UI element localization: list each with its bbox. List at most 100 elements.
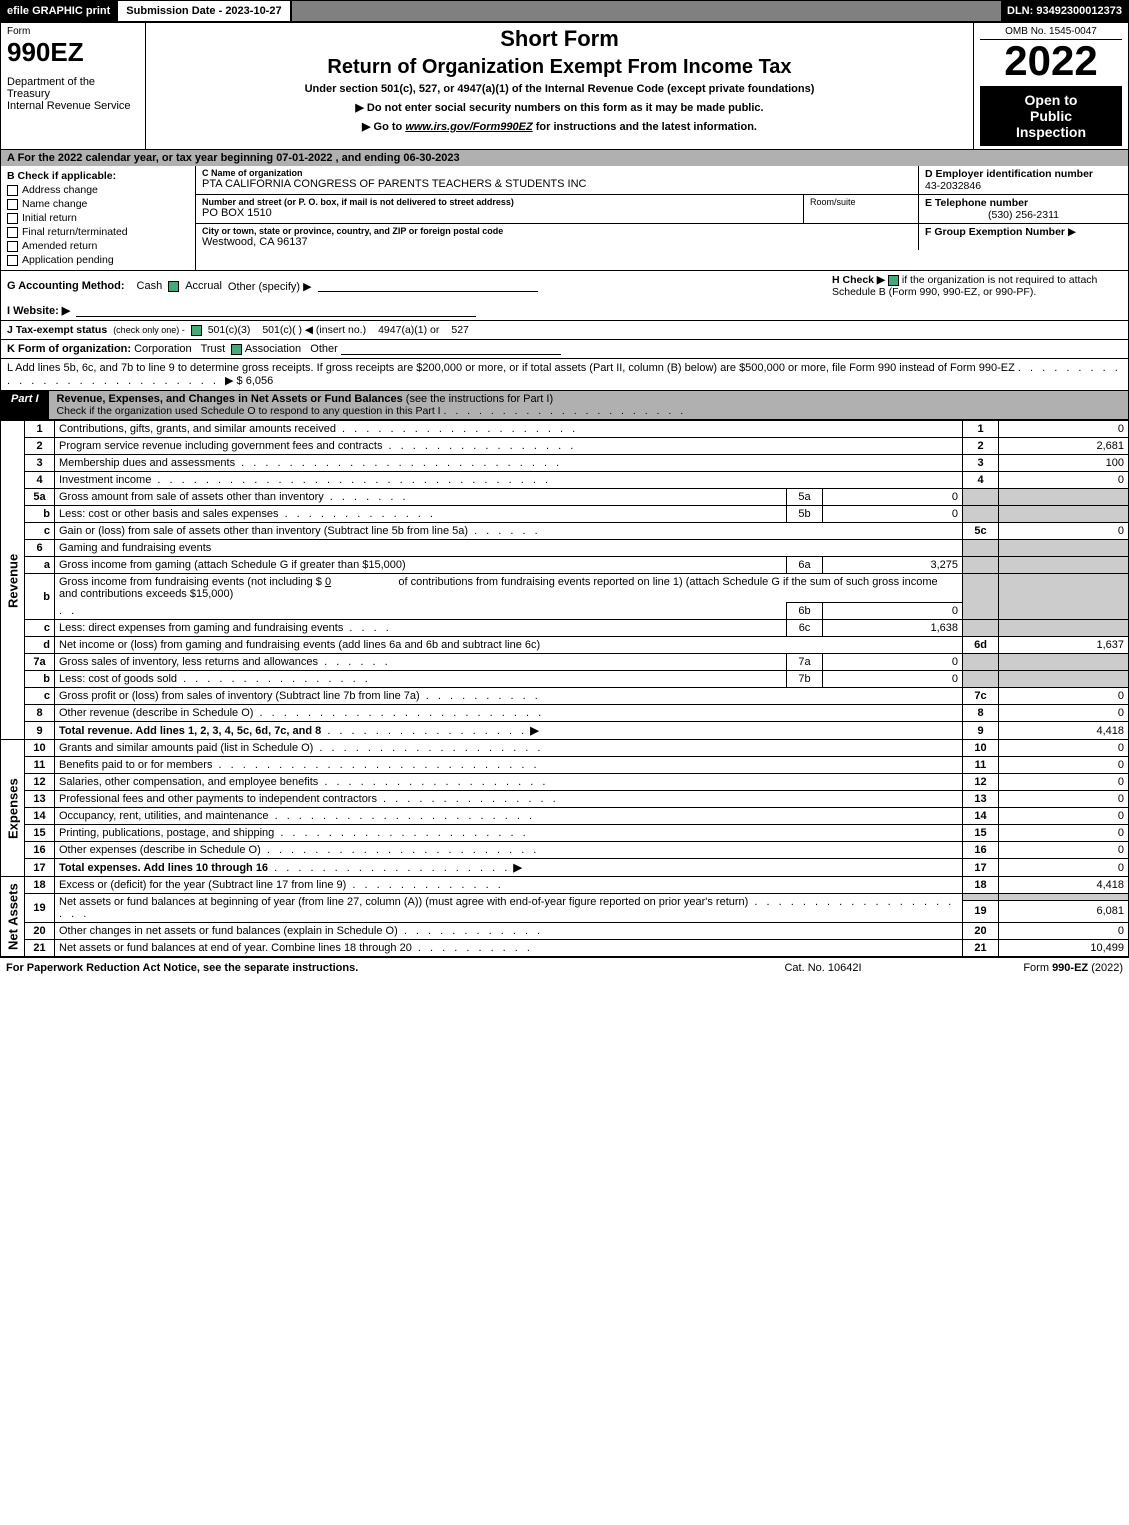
line-ref: 2 [963, 438, 999, 455]
cb-initial-return[interactable]: Initial return [7, 212, 189, 224]
part1-lines-table: Revenue 1 Contributions, gifts, grants, … [0, 420, 1129, 957]
sub-ref: 7a [787, 654, 823, 671]
open1: Open to [984, 92, 1118, 108]
line-ref: 11 [963, 757, 999, 774]
k-other-fill[interactable] [341, 343, 561, 355]
g-label: G Accounting Method: [7, 280, 125, 292]
line-desc: Less: cost or other basis and sales expe… [59, 508, 279, 520]
line-num: 21 [25, 940, 55, 957]
sub-value: 0 [823, 654, 963, 671]
k-other: Other [310, 343, 338, 355]
page-footer: For Paperwork Reduction Act Notice, see … [0, 957, 1129, 978]
line-num: d [25, 637, 55, 654]
dots: . . . . . . . . . . . . . . . . . . . . … [444, 405, 687, 417]
line-num: 11 [25, 757, 55, 774]
checkbox-icon [7, 199, 18, 210]
line-desc: Program service revenue including govern… [59, 440, 382, 452]
line-value: 0 [999, 472, 1129, 489]
line-desc: Gross income from gaming (attach Schedul… [55, 557, 787, 574]
cb-amended-return[interactable]: Amended return [7, 240, 189, 252]
cb-name-change[interactable]: Name change [7, 198, 189, 210]
table-row: 13 Professional fees and other payments … [1, 791, 1129, 808]
efile-label[interactable]: efile GRAPHIC print [1, 1, 116, 21]
table-row: 12 Salaries, other compensation, and emp… [1, 774, 1129, 791]
city-value: Westwood, CA 96137 [202, 236, 912, 248]
street-label: Number and street (or P. O. box, if mail… [202, 197, 797, 207]
part1-check-line: Check if the organization used Schedule … [57, 405, 441, 417]
line-value: 0 [999, 774, 1129, 791]
line-value: 0 [999, 705, 1129, 722]
line-desc: Gain or (loss) from sale of assets other… [59, 525, 468, 537]
arrow-icon: ▶ [530, 725, 538, 737]
form-word: Form [7, 26, 139, 37]
table-row: 4 Investment income . . . . . . . . . . … [1, 472, 1129, 489]
g-accrual: Accrual [185, 280, 222, 292]
line-desc: Total expenses. Add lines 10 through 16 [59, 862, 268, 874]
tax-year: 2022 [980, 40, 1122, 82]
city-block: City or town, state or province, country… [196, 224, 918, 250]
table-row: 21 Net assets or fund balances at end of… [1, 940, 1129, 957]
footer-form-bold: 990-EZ [1052, 962, 1088, 974]
line-num: c [25, 523, 55, 540]
goto-pre: ▶ Go to [362, 121, 405, 133]
street-block: Number and street (or P. O. box, if mail… [196, 195, 803, 223]
b-label: B Check if applicable: [7, 170, 189, 182]
line-num: 4 [25, 472, 55, 489]
cb-address-change[interactable]: Address change [7, 184, 189, 196]
cb-label: Initial return [22, 212, 77, 224]
section-l: L Add lines 5b, 6c, and 7b to line 9 to … [0, 359, 1129, 391]
line-ref: 16 [963, 842, 999, 859]
cb-final-return[interactable]: Final return/terminated [7, 226, 189, 238]
grey-cell [963, 489, 999, 506]
line-desc: Gross sales of inventory, less returns a… [59, 656, 318, 668]
j-501c: 501(c)( ) ◀ (insert no.) [262, 324, 366, 336]
sub-ref: 5b [787, 506, 823, 523]
revenue-vlabel: Revenue [1, 421, 25, 740]
line-desc: Excess or (deficit) for the year (Subtra… [59, 879, 346, 891]
section-k: K Form of organization: Corporation Trus… [0, 340, 1129, 359]
ein-value: 43-2032846 [925, 180, 1122, 192]
line-num: 12 [25, 774, 55, 791]
row-a-tax-year: A For the 2022 calendar year, or tax yea… [0, 150, 1129, 166]
open-public-badge: Open to Public Inspection [980, 86, 1122, 146]
line-num: c [25, 688, 55, 705]
line-value: 0 [999, 923, 1129, 940]
line-desc: Gross amount from sale of assets other t… [59, 491, 324, 503]
j-501c3: 501(c)(3) [208, 324, 251, 336]
checkbox-checked-icon[interactable] [888, 275, 899, 286]
irs-link[interactable]: www.irs.gov/Form990EZ [405, 121, 532, 133]
line-ref: 15 [963, 825, 999, 842]
table-row: b Less: cost of goods sold . . . . . . .… [1, 671, 1129, 688]
col-b-checkboxes: B Check if applicable: Address change Na… [1, 166, 196, 270]
line-num: c [25, 620, 55, 637]
checkbox-checked-icon[interactable] [191, 325, 202, 336]
line-value: 4,418 [999, 722, 1129, 740]
line-ref: 17 [963, 859, 999, 877]
k-trust: Trust [201, 343, 226, 355]
g-other-fill[interactable] [318, 280, 538, 292]
section-ghij: G Accounting Method: Cash Accrual Other … [0, 271, 1129, 340]
line-ref: 5c [963, 523, 999, 540]
cb-label: Amended return [22, 240, 97, 252]
form-number: 990EZ [7, 37, 139, 68]
line-ref: 14 [963, 808, 999, 825]
line-desc-1: Gross income from fundraising events (no… [59, 576, 325, 588]
line-ref: 3 [963, 455, 999, 472]
footer-form-pre: Form [1023, 962, 1052, 974]
line-value: 6,081 [999, 900, 1129, 922]
line-ref: 21 [963, 940, 999, 957]
website-fill[interactable] [76, 305, 476, 317]
line-value: 1,637 [999, 637, 1129, 654]
room-suite-label: Room/suite [803, 195, 918, 223]
checkbox-checked-icon[interactable] [231, 344, 242, 355]
checkbox-checked-icon[interactable] [168, 281, 179, 292]
return-title: Return of Organization Exempt From Incom… [152, 56, 967, 79]
submission-date: Submission Date - 2023-10-27 [116, 1, 291, 21]
line-ref: 6d [963, 637, 999, 654]
cb-application-pending[interactable]: Application pending [7, 254, 189, 266]
sub-value: 3,275 [823, 557, 963, 574]
line-ref: 10 [963, 740, 999, 757]
line-num: 8 [25, 705, 55, 722]
d-label: D Employer identification number [925, 168, 1122, 180]
l-text: L Add lines 5b, 6c, and 7b to line 9 to … [7, 362, 1015, 374]
